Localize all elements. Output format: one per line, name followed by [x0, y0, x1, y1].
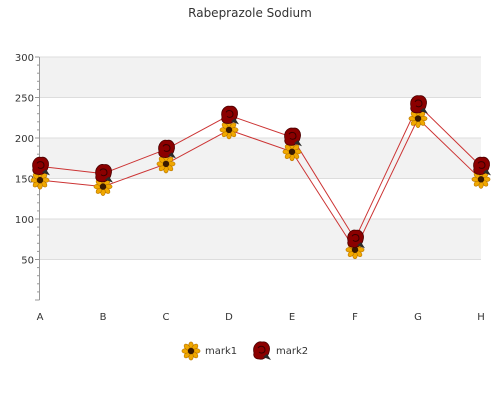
y-tick-label: 150 — [15, 175, 34, 186]
x-tick-label: H — [477, 312, 485, 323]
rose-icon — [95, 163, 114, 184]
rose-icon — [32, 156, 51, 176]
legend-label: mark1 — [205, 346, 237, 357]
x-axis: A B C D E F G H — [37, 312, 485, 323]
series-line-mark2 — [39, 103, 482, 241]
rose-icon — [158, 139, 177, 159]
y-tick-label: 250 — [15, 94, 34, 105]
x-tick-label: C — [163, 312, 170, 323]
x-tick-label: B — [100, 312, 107, 323]
rose-icon — [221, 105, 240, 125]
legend-sunflower-icon — [181, 341, 201, 361]
x-tick-label: F — [352, 312, 358, 323]
y-axis: 50 100 150 200 250 300 — [15, 53, 40, 301]
x-tick-label: D — [225, 312, 233, 323]
y-tick-label: 300 — [15, 53, 34, 64]
grid-band — [40, 138, 481, 179]
chart-title: Rabeprazole Sodium — [188, 6, 312, 20]
x-tick-label: G — [414, 312, 422, 323]
legend: mark1 mark2 — [181, 341, 308, 361]
grid-lines — [40, 56, 481, 260]
grid-bands — [40, 57, 481, 260]
rose-icon — [284, 127, 303, 147]
y-tick-label: 50 — [21, 256, 34, 267]
series-line-mark1 — [39, 117, 482, 251]
legend-label: mark2 — [276, 346, 308, 357]
rose-icon — [473, 156, 492, 176]
x-tick-label: A — [37, 312, 44, 323]
y-tick-label: 200 — [15, 134, 34, 145]
legend-rose-icon — [253, 341, 272, 361]
series-lines — [39, 103, 482, 251]
y-tick-label: 100 — [15, 215, 34, 226]
rose-icon — [347, 229, 366, 249]
grid-band — [40, 57, 481, 98]
grid-band — [40, 219, 481, 260]
x-tick-label: E — [289, 312, 295, 323]
rose-icon — [410, 95, 429, 115]
